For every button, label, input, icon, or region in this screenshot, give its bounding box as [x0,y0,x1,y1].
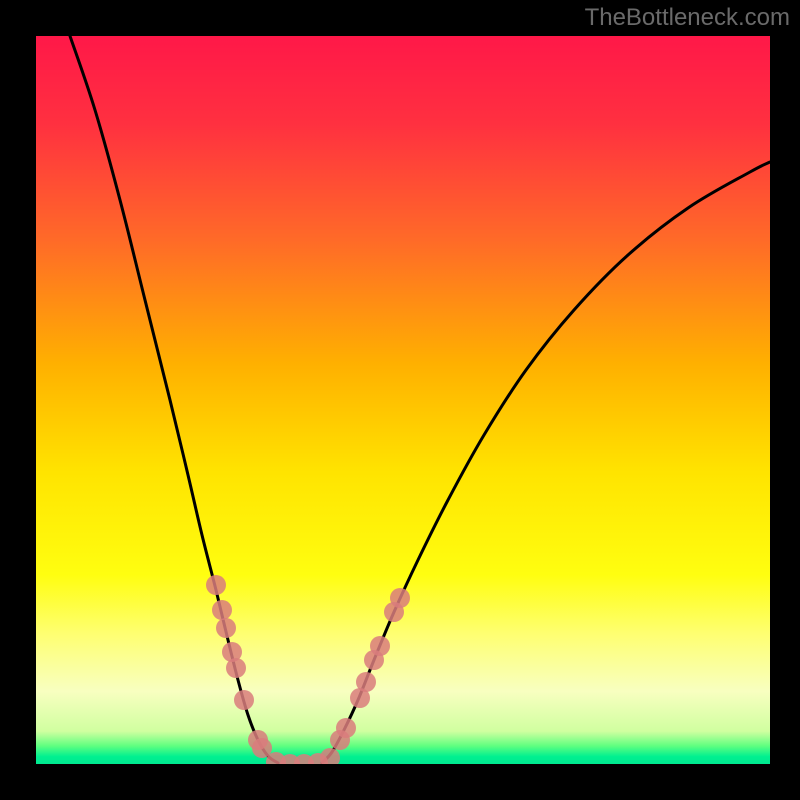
data-marker [226,658,246,678]
data-marker [356,672,376,692]
gradient-background [36,36,770,764]
chart-container: TheBottleneck.com [0,0,800,800]
watermark-text: TheBottleneck.com [585,4,790,32]
data-marker [234,690,254,710]
data-marker [206,575,226,595]
data-marker [390,588,410,608]
data-marker [212,600,232,620]
data-marker [216,618,236,638]
data-marker [370,636,390,656]
data-marker [336,718,356,738]
bottleneck-v-chart [0,0,800,800]
